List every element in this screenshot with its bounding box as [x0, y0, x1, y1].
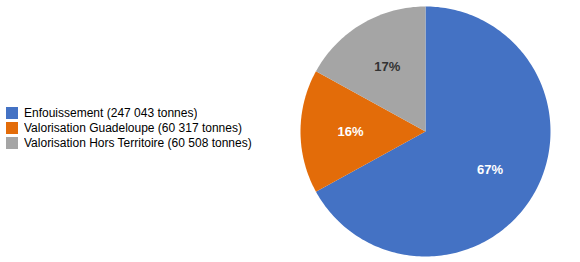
svg-text:16%: 16% [337, 124, 363, 139]
svg-text:67%: 67% [477, 162, 503, 177]
svg-text:17%: 17% [374, 59, 400, 74]
html-text:Valorisation Hors Territoire (: Valorisation Hors Territoire (60 508 ton… [24, 135, 252, 150]
html-text:Enfouissement (247 043 tonnes): Enfouissement (247 043 tonnes) [24, 105, 198, 120]
html-text:Valorisation Guadeloupe (60 31: Valorisation Guadeloupe (60 317 tonnes) [24, 120, 242, 135]
